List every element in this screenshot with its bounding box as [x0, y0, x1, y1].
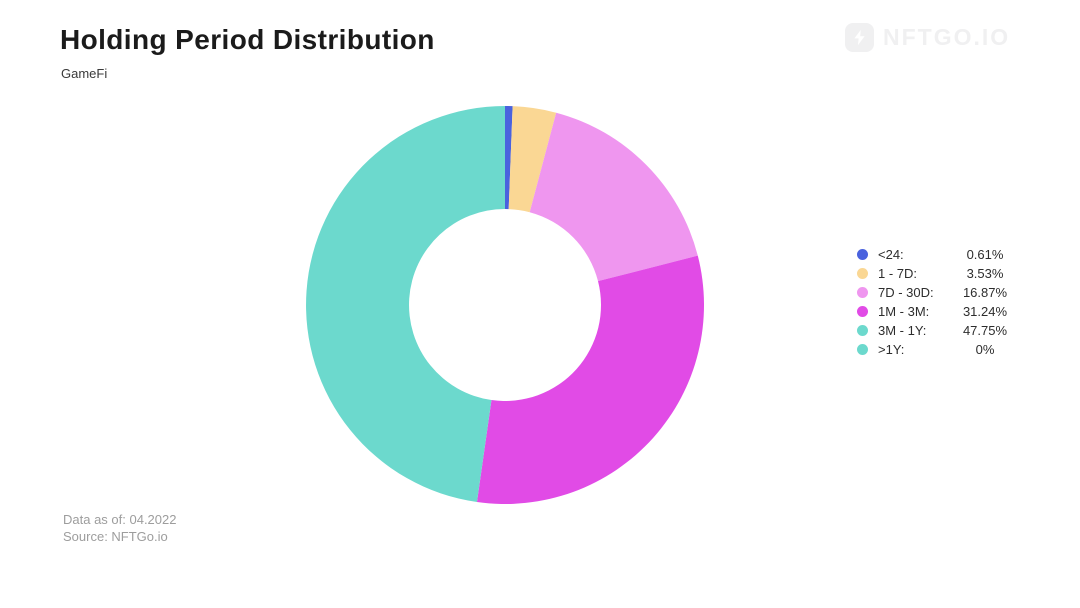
donut-slice-3m1y[interactable]: [306, 106, 505, 503]
legend-label: 1 - 7D:: [878, 266, 918, 281]
page-title: Holding Period Distribution: [60, 24, 435, 55]
legend-value: 3.53%: [966, 266, 1004, 281]
legend-label: 7D - 30D:: [878, 285, 934, 300]
chart-footer: Data as of: 04.2022 Source: NFTGo.io: [63, 511, 176, 545]
legend-label: >1Y:: [878, 342, 905, 357]
legend-item[interactable]: <24: 0.61%: [857, 245, 1019, 264]
legend-dot-icon: [857, 325, 868, 336]
legend-item[interactable]: >1Y: 0%: [857, 340, 1019, 359]
data-as-of-label: Data as of: 04.2022: [63, 512, 177, 527]
legend-value: 16.87%: [962, 285, 1008, 300]
legend-dot-icon: [857, 287, 868, 298]
donut-slice-17d[interactable]: [508, 106, 557, 213]
legend-item[interactable]: 3M - 1Y: 47.75%: [857, 321, 1019, 340]
nftgo-logo-text: NFTGO.IO: [883, 24, 1011, 50]
legend-item[interactable]: 7D - 30D: 16.87%: [857, 283, 1019, 302]
legend-dot-icon: [857, 306, 868, 317]
legend-value: 47.75%: [962, 323, 1008, 338]
legend-label: <24:: [878, 247, 904, 262]
donut-slice-1m3m[interactable]: [476, 255, 705, 504]
legend-item[interactable]: 1 - 7D: 3.53%: [857, 264, 1019, 283]
nftgo-bolt-icon: [845, 23, 874, 52]
legend-value: 0.61%: [966, 247, 1004, 262]
chart-legend: <24: 0.61% 1 - 7D: 3.53% 7D - 30D: 16.87% 1M -…: [857, 245, 1019, 359]
legend-dot-icon: [857, 268, 868, 279]
legend-dot-icon: [857, 249, 868, 260]
page-subtitle: GameFi: [61, 66, 108, 81]
donut-chart: [306, 106, 705, 504]
donut-slice-7d30d[interactable]: [529, 112, 698, 282]
legend-dot-icon: [857, 344, 868, 355]
legend-item[interactable]: 1M - 3M: 31.24%: [857, 302, 1019, 321]
nftgo-logo: NFTGO.IO: [845, 23, 1010, 52]
donut-slice-24[interactable]: [505, 106, 513, 210]
legend-label: 1M - 3M:: [878, 304, 930, 319]
legend-label: 3M - 1Y:: [878, 323, 927, 338]
source-label: Source: NFTGo.io: [63, 529, 168, 544]
legend-value: 0%: [975, 342, 995, 357]
legend-value: 31.24%: [962, 304, 1008, 319]
